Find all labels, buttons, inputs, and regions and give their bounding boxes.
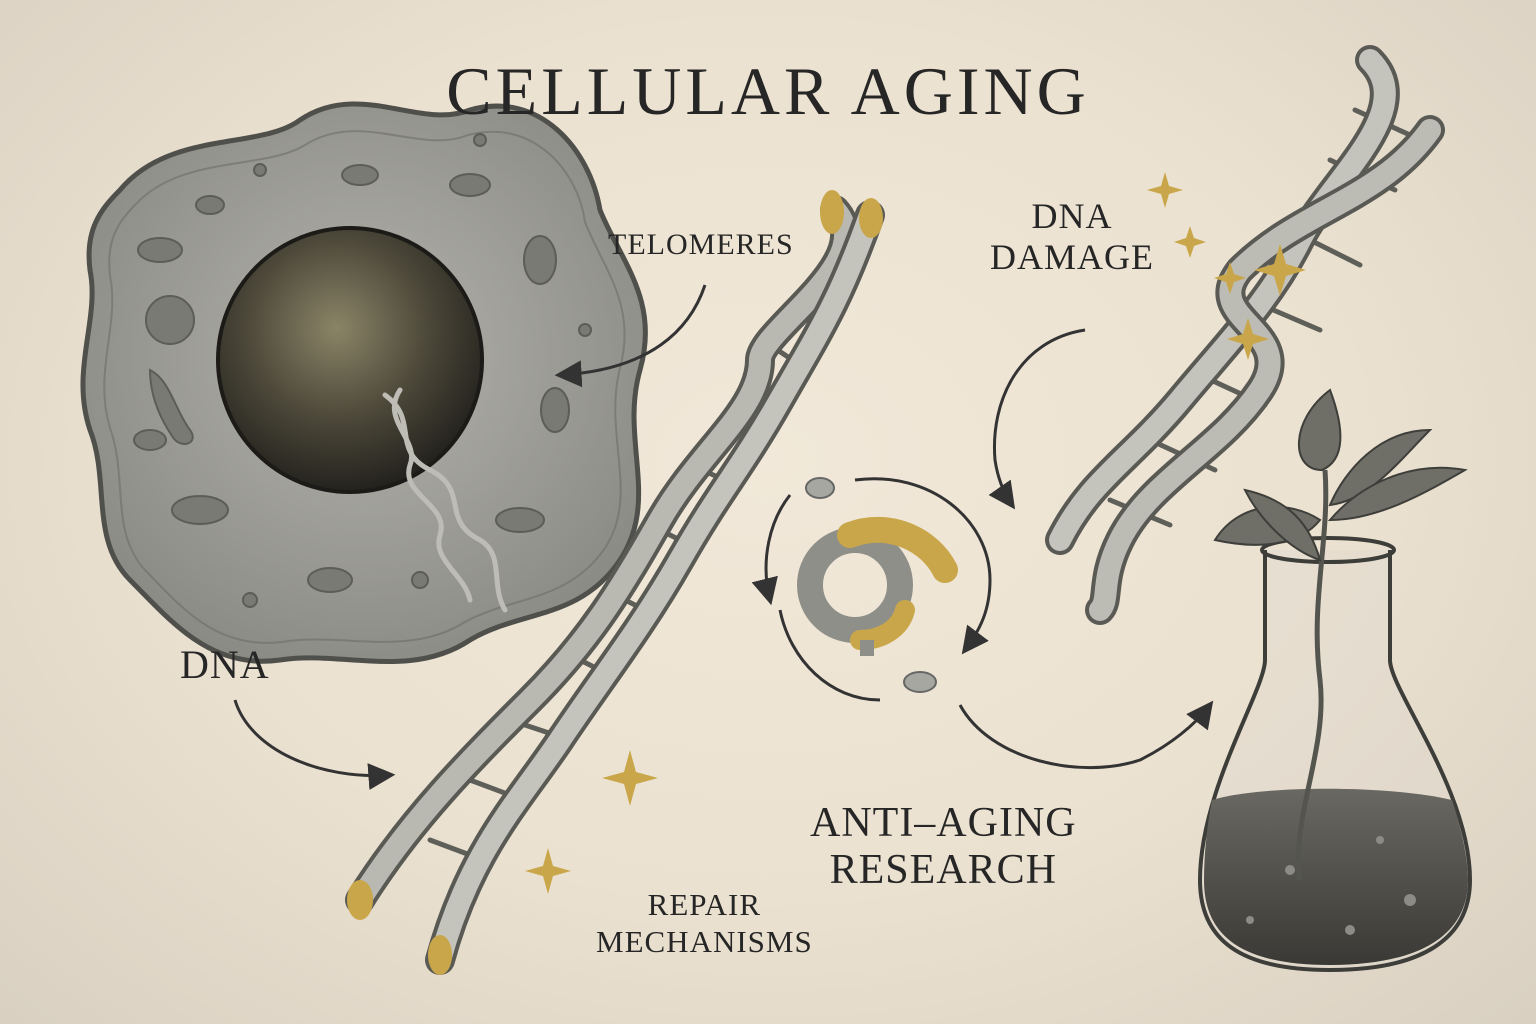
dna-helix-icon	[345, 190, 885, 975]
repair-cycle-icon	[751, 477, 992, 702]
telomere-tip	[820, 190, 844, 234]
damaged-dna-helix-icon	[1045, 45, 1445, 625]
plant-flask-icon	[1197, 388, 1473, 973]
label-anti-aging-line2: RESEARCH	[829, 847, 1057, 894]
organelles	[133, 133, 592, 608]
label-anti-aging: ANTI–AGING RESEARCH	[810, 800, 1077, 894]
arrows	[233, 284, 1214, 790]
nucleus-dna-icon	[382, 387, 508, 613]
label-dna-damage: DNA DAMAGE	[990, 196, 1154, 279]
arrow-research	[958, 700, 1214, 770]
label-anti-aging-line1: ANTI–AGING	[810, 800, 1077, 846]
label-repair-line1: REPAIR	[647, 887, 762, 922]
page-title: CELLULAR AGING	[446, 53, 1090, 129]
telomere-tip	[347, 880, 373, 920]
arrow-telomeres	[554, 284, 707, 388]
nucleus-icon	[216, 226, 484, 494]
label-dna: DNA	[180, 642, 270, 687]
telomere-tip	[859, 198, 883, 238]
label-dna-damage-line2: DAMAGE	[990, 237, 1154, 278]
label-repair: REPAIR MECHANISMS	[596, 886, 813, 960]
arrow-damage	[988, 328, 1086, 510]
cell-icon	[80, 101, 648, 664]
arrow-dna	[233, 699, 396, 790]
telomere-tip	[428, 935, 452, 975]
sparkle-icon	[525, 172, 1306, 894]
label-repair-line2: MECHANISMS	[596, 924, 813, 960]
label-telomeres: TELOMERES	[608, 228, 794, 261]
label-dna-damage-line1: DNA	[1031, 196, 1113, 236]
